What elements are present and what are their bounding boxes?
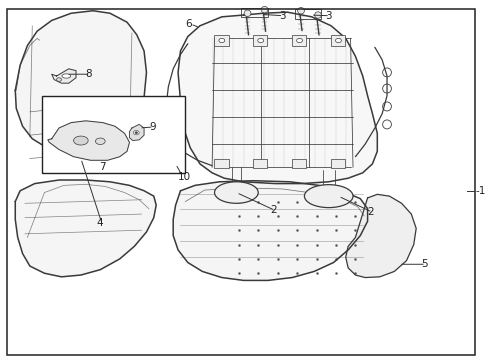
Bar — [252, 159, 267, 168]
Ellipse shape — [133, 131, 139, 135]
Ellipse shape — [304, 185, 352, 208]
Text: 8: 8 — [85, 69, 92, 79]
Text: 3: 3 — [278, 11, 285, 21]
Polygon shape — [178, 12, 377, 184]
Bar — [252, 36, 267, 45]
Ellipse shape — [244, 10, 250, 17]
Ellipse shape — [296, 39, 302, 42]
Polygon shape — [48, 121, 129, 160]
Bar — [330, 159, 345, 168]
Polygon shape — [129, 125, 144, 140]
Text: 3: 3 — [325, 11, 331, 21]
Text: 2: 2 — [367, 207, 373, 217]
Polygon shape — [345, 194, 415, 278]
Polygon shape — [15, 11, 146, 153]
Ellipse shape — [261, 6, 267, 13]
Bar — [214, 159, 228, 168]
Ellipse shape — [214, 182, 258, 203]
Text: -1: -1 — [474, 186, 485, 196]
Text: 6: 6 — [185, 19, 192, 29]
Polygon shape — [173, 181, 367, 280]
Text: 4: 4 — [97, 218, 103, 228]
Text: 10: 10 — [178, 172, 191, 182]
Bar — [291, 159, 306, 168]
Bar — [291, 36, 306, 45]
Ellipse shape — [62, 74, 71, 78]
Bar — [169, 152, 176, 157]
Text: 2: 2 — [270, 206, 277, 216]
Bar — [330, 36, 345, 45]
Ellipse shape — [57, 78, 61, 81]
Bar — [214, 36, 228, 45]
Ellipse shape — [219, 39, 224, 42]
Bar — [294, 9, 321, 19]
Bar — [42, 96, 185, 173]
Text: 9: 9 — [149, 122, 155, 132]
Bar — [241, 8, 267, 17]
Ellipse shape — [297, 8, 304, 14]
Ellipse shape — [73, 136, 88, 145]
Ellipse shape — [257, 39, 263, 42]
Ellipse shape — [314, 12, 321, 18]
Polygon shape — [52, 69, 76, 83]
Polygon shape — [15, 180, 156, 277]
Text: 5: 5 — [420, 259, 427, 269]
Ellipse shape — [95, 138, 105, 144]
Ellipse shape — [335, 39, 341, 42]
Text: 7: 7 — [99, 162, 106, 172]
Ellipse shape — [135, 132, 137, 134]
